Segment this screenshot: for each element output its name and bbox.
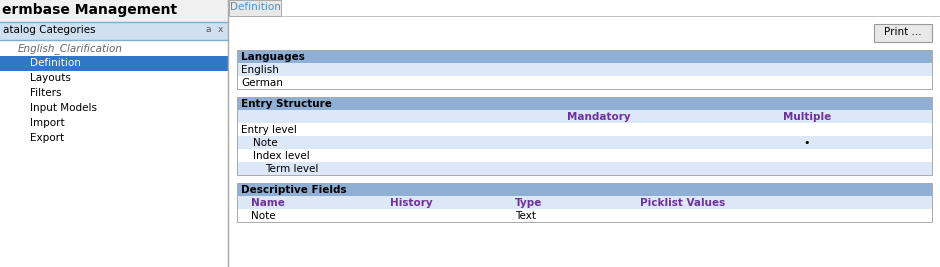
Bar	[237, 63, 932, 76]
Text: Index level: Index level	[253, 151, 310, 161]
Bar	[229, 0, 281, 16]
Bar	[237, 50, 932, 89]
Text: Entry level: Entry level	[241, 125, 297, 135]
Text: Note: Note	[251, 211, 275, 221]
Text: English: English	[241, 65, 279, 75]
Text: Filters: Filters	[30, 88, 61, 98]
Text: Entry Structure: Entry Structure	[241, 99, 332, 109]
Text: Multiple: Multiple	[783, 112, 831, 122]
Text: Mandatory: Mandatory	[567, 112, 630, 122]
Bar	[237, 162, 932, 175]
Bar	[0, 0, 228, 22]
Text: Term level: Term level	[265, 164, 319, 174]
Bar	[237, 136, 932, 149]
Text: Export: Export	[30, 133, 64, 143]
Text: Languages: Languages	[241, 52, 305, 62]
Bar	[874, 24, 932, 42]
Text: Definition: Definition	[30, 58, 81, 68]
Bar	[237, 76, 932, 89]
Bar	[237, 196, 932, 209]
Text: Layouts: Layouts	[30, 73, 70, 83]
Text: x: x	[218, 25, 224, 34]
Text: •: •	[804, 138, 810, 148]
Text: a: a	[206, 25, 212, 34]
Bar	[237, 97, 932, 110]
Bar	[0, 0, 228, 267]
Text: History: History	[390, 198, 432, 208]
Text: Descriptive Fields: Descriptive Fields	[241, 185, 347, 195]
Text: German: German	[241, 78, 283, 88]
Bar	[237, 97, 932, 175]
Text: Print ...: Print ...	[885, 27, 922, 37]
Bar	[237, 123, 932, 136]
Bar	[874, 24, 932, 42]
Bar	[0, 56, 228, 71]
Bar	[0, 22, 228, 40]
Text: Name: Name	[251, 198, 285, 208]
Text: English_Clarification: English_Clarification	[18, 43, 123, 54]
Bar	[229, 0, 940, 267]
Bar	[237, 110, 932, 123]
Bar	[237, 183, 932, 196]
Text: Definition: Definition	[229, 2, 280, 12]
Text: atalog Categories: atalog Categories	[3, 25, 96, 35]
Bar	[229, 0, 281, 16]
Bar	[237, 50, 932, 63]
Bar	[237, 149, 932, 162]
Text: Type: Type	[515, 198, 542, 208]
Text: Picklist Values: Picklist Values	[640, 198, 726, 208]
Bar	[237, 209, 932, 222]
Text: Note: Note	[253, 138, 277, 148]
Text: ermbase Management: ermbase Management	[2, 3, 177, 17]
Text: Text: Text	[515, 211, 536, 221]
Text: Import: Import	[30, 118, 65, 128]
Text: Input Models: Input Models	[30, 103, 97, 113]
Bar	[237, 183, 932, 222]
